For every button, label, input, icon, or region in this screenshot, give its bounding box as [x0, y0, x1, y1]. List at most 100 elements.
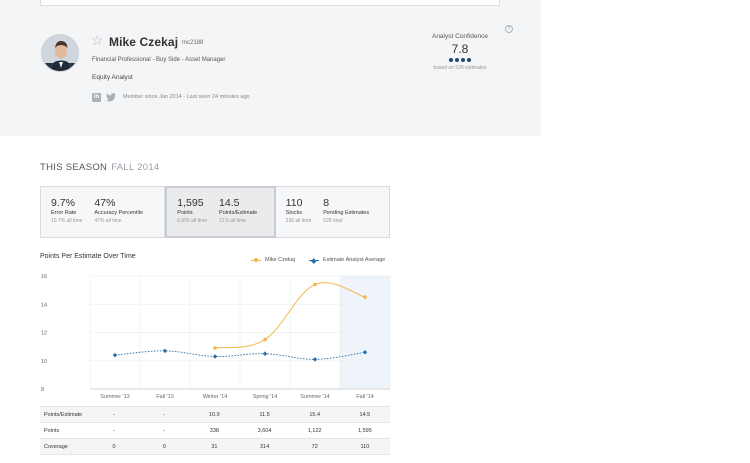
legend-item-analyst[interactable]: Mike Czekaj — [251, 257, 295, 263]
stat-label: Points/Estimate — [219, 210, 258, 216]
stat-label: Stocks — [285, 210, 303, 216]
stat-all-time: 12.6 all time — [219, 218, 246, 224]
social-row: in Member since Jan 2014 - Last seen 24 … — [92, 92, 250, 102]
stat-label: Points — [177, 210, 193, 216]
stat-item: 1,595 Points 6,655 all time — [177, 197, 207, 236]
confidence-based-on: based on 528 estimates — [433, 65, 487, 71]
chart-title: Points Per Estimate Over Time — [40, 253, 136, 260]
linkedin-icon[interactable]: in — [92, 92, 101, 102]
x-tick-label: Fall '13 — [156, 394, 174, 400]
stat-value: 110 — [285, 197, 303, 209]
x-tick-label: Summer '13 — [100, 394, 129, 400]
table-cell: 1,595 — [339, 422, 390, 439]
legend-label: Mike Czekaj — [265, 257, 295, 263]
confidence-dot — [461, 58, 465, 62]
data-point-analyst — [313, 282, 317, 287]
stat-all-time: 10.7% all time — [51, 218, 83, 224]
table-cell: 11.5 — [239, 406, 290, 423]
table-cell: 338 — [189, 422, 240, 439]
analyst-confidence: Analyst Confidence 7.8 based on 528 esti… — [422, 33, 498, 71]
table-row-label: Coverage — [40, 438, 89, 455]
table-cell: 0 — [89, 438, 140, 455]
stat-all-time: 47% all time — [94, 218, 122, 224]
stat-value: 14.5 — [219, 197, 240, 209]
season-prefix: THIS SEASON — [40, 162, 108, 173]
x-tick-label: Winter '14 — [203, 394, 228, 400]
stat-all-time: 6,655 all time — [177, 218, 208, 224]
stat-item: 110 Stocks 336 all time — [286, 197, 312, 237]
stat-item: 47% Accuracy Percentile 47% all time — [94, 197, 143, 237]
legend-swatch-blue — [308, 258, 319, 263]
profile-role: Financial Professional - Buy Side - Asse… — [92, 57, 226, 63]
table-cell: 0 — [139, 438, 190, 455]
series-line-analyst — [214, 282, 366, 349]
table-cell: 10.9 — [189, 406, 240, 423]
data-point-analyst — [213, 346, 217, 350]
legend-item-average[interactable]: Estimate Analyst Average — [308, 257, 386, 263]
season-name: FALL 2014 — [111, 162, 160, 173]
table-row: Points/Estimate - -10.9 11.5 15.4 14.5 — [40, 406, 390, 423]
confidence-label: Analyst Confidence — [431, 33, 488, 40]
series-line-average — [114, 350, 366, 360]
stat-value: 47% — [94, 197, 116, 209]
table-cell: 1,122 — [289, 422, 340, 439]
points-per-estimate-chart: 8 10 12 14 16 Summer '13 Fall '13 Winter '14 Spr… — [41, 274, 391, 400]
stat-item: 14.5 Points/Estimate 12.6 all time — [219, 197, 257, 236]
stat-group-coverage[interactable]: 110 Stocks 336 all time 8 Pending Estimates 5… — [276, 187, 389, 237]
stats-bar: 9.7% Error Rate 10.7% all time 47% Accuracy … — [40, 186, 390, 238]
user-name: Mike Czekaj — [109, 35, 179, 49]
legend-label: Estimate Analyst Average — [322, 257, 386, 263]
confidence-value: 7.8 — [451, 42, 469, 56]
table-cell: - — [139, 422, 190, 439]
stat-item: 8 Pending Estimates 528 total — [323, 197, 369, 237]
table-row: Coverage 0 0 31 314 72 110 — [40, 438, 390, 455]
table-cell: - — [89, 422, 140, 439]
x-tick-label: Spring '14 — [253, 394, 278, 400]
table-cell: 110 — [339, 438, 390, 455]
stat-group-accuracy[interactable]: 9.7% Error Rate 10.7% all time 47% Accuracy … — [41, 187, 166, 237]
data-point-analyst — [263, 337, 267, 342]
confidence-dot — [449, 58, 453, 62]
y-tick-label: 14 — [41, 302, 47, 308]
table-row-label: Points — [40, 422, 89, 439]
top-card-edge — [40, 0, 500, 6]
data-point-analyst — [363, 295, 367, 299]
table-cell: 3,604 — [239, 422, 290, 439]
data-point-average — [212, 354, 218, 359]
stat-label: Error Rate — [51, 210, 77, 216]
y-tick-label: 8 — [41, 387, 44, 393]
table-cell: 31 — [189, 438, 240, 455]
table-cell: 15.4 — [289, 406, 340, 423]
table-cell: - — [89, 406, 140, 423]
avatar[interactable] — [41, 34, 79, 72]
table-cell: 72 — [289, 438, 340, 455]
table-cell: 14.5 — [339, 406, 390, 423]
table-row-label: Points/Estimate — [40, 406, 89, 423]
x-tick-label: Summer '14 — [300, 394, 329, 400]
username-tag: mc2188 — [182, 40, 204, 46]
legend-swatch-orange — [251, 257, 261, 263]
y-tick-label: 10 — [41, 359, 47, 365]
stat-label: Accuracy Percentile — [94, 210, 144, 216]
x-tick-label: Fall '14 — [356, 394, 374, 400]
star-icon[interactable]: ☆ — [91, 32, 104, 48]
profile-panel: ☆ Mike Czekaj mc2188 Financial Professio… — [0, 0, 541, 136]
stat-group-points[interactable]: 1,595 Points 6,655 all time 14.5 Points/Esti… — [165, 186, 276, 238]
season-data-table: Points/Estimate - -10.9 11.5 15.4 14.5 Points -… — [40, 406, 390, 455]
confidence-dot — [467, 58, 471, 62]
twitter-icon[interactable] — [106, 92, 116, 102]
y-tick-label: 16 — [41, 274, 47, 280]
member-since: Member since Jan 2014 - Last seen 24 min… — [123, 94, 250, 100]
stat-value: 8 — [323, 197, 330, 209]
stat-item: 9.7% Error Rate 10.7% all time — [51, 197, 82, 237]
stat-all-time: 336 all time — [285, 218, 312, 224]
stat-value: 9.7% — [51, 197, 75, 209]
table-row: Points - -338 3,604 1,122 1,595 — [40, 422, 390, 439]
season-heading: THIS SEASON FALL 2014 — [40, 162, 160, 173]
help-icon[interactable]: ? — [505, 25, 513, 33]
stat-label: Pending Estimates — [323, 210, 370, 216]
table-cell: - — [139, 406, 190, 423]
confidence-dot — [455, 58, 459, 62]
y-tick-label: 12 — [41, 331, 47, 337]
chart-legend: Mike Czekaj Estimate Analyst Average — [251, 257, 399, 263]
